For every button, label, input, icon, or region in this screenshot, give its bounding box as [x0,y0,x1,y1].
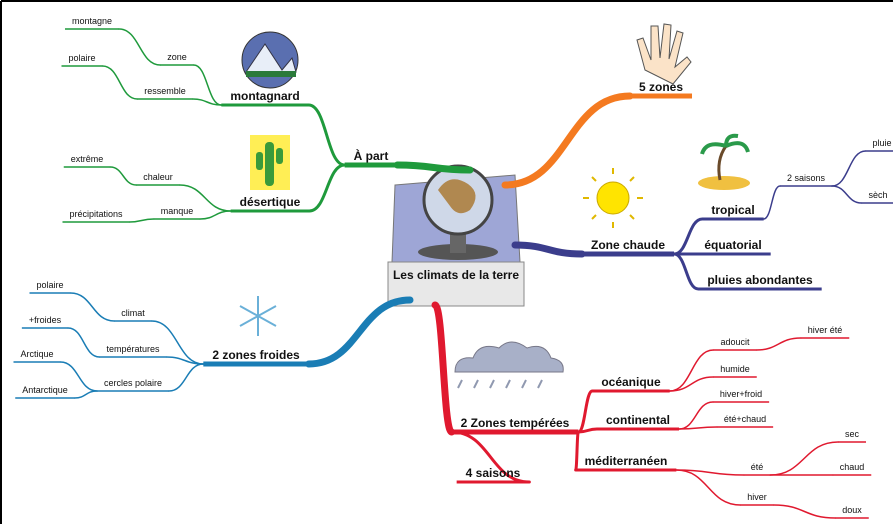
node-label: doux [842,505,862,515]
node-label: 5 zones [639,80,683,94]
node-label: Arctique [20,349,53,359]
node-label: pluies abondantes [707,273,813,287]
node-label: précipitations [69,209,123,219]
node-label: 2 Zones tempérées [461,416,570,430]
node-label: adoucit [720,337,750,347]
mind-map: Les climats de la terre À part montagnard… [0,0,893,524]
node-label: À part [354,148,389,163]
node-label: sèch [868,190,887,200]
node-label: océanique [601,375,661,389]
node-label: climat [121,308,145,318]
node-label: Antarctique [22,385,68,395]
node-label: 2 zones froides [212,348,300,362]
node-label: extrême [71,154,104,164]
node-label: hiver+froid [720,389,762,399]
node-label: continental [606,413,670,427]
node-label: été [751,462,764,472]
mountain-icon [242,32,298,88]
cactus-icon [250,135,290,190]
node-label: méditerranéen [585,454,668,468]
node-label: humide [720,364,750,374]
center-label: Les climats de la terre [390,268,522,283]
node-label: tropical [711,203,754,217]
node-label: montagnard [230,89,299,103]
node-label: cercles polaire [104,378,162,388]
node-label: températures [106,344,160,354]
node-label: polaire [36,280,63,290]
node-label: ressemble [144,86,186,96]
node-label: été+chaud [724,414,766,424]
node-label: chaleur [143,172,173,182]
node-label: Zone chaude [591,238,665,252]
node-label: +froides [29,315,62,325]
node-label: montagne [72,16,112,26]
node-label: sec [845,429,860,439]
node-label: équatorial [704,238,761,252]
node-label: chaud [840,462,865,472]
node-label: polaire [68,53,95,63]
node-label: désertique [240,195,301,209]
node-label: hiver été [808,325,843,335]
node-label: 4 saisons [466,466,521,480]
node-label: manque [161,206,194,216]
node-label: pluie [872,138,891,148]
node-label: hiver [747,492,767,502]
node-label: zone [167,52,187,62]
node-label: 2 saisons [787,173,826,183]
